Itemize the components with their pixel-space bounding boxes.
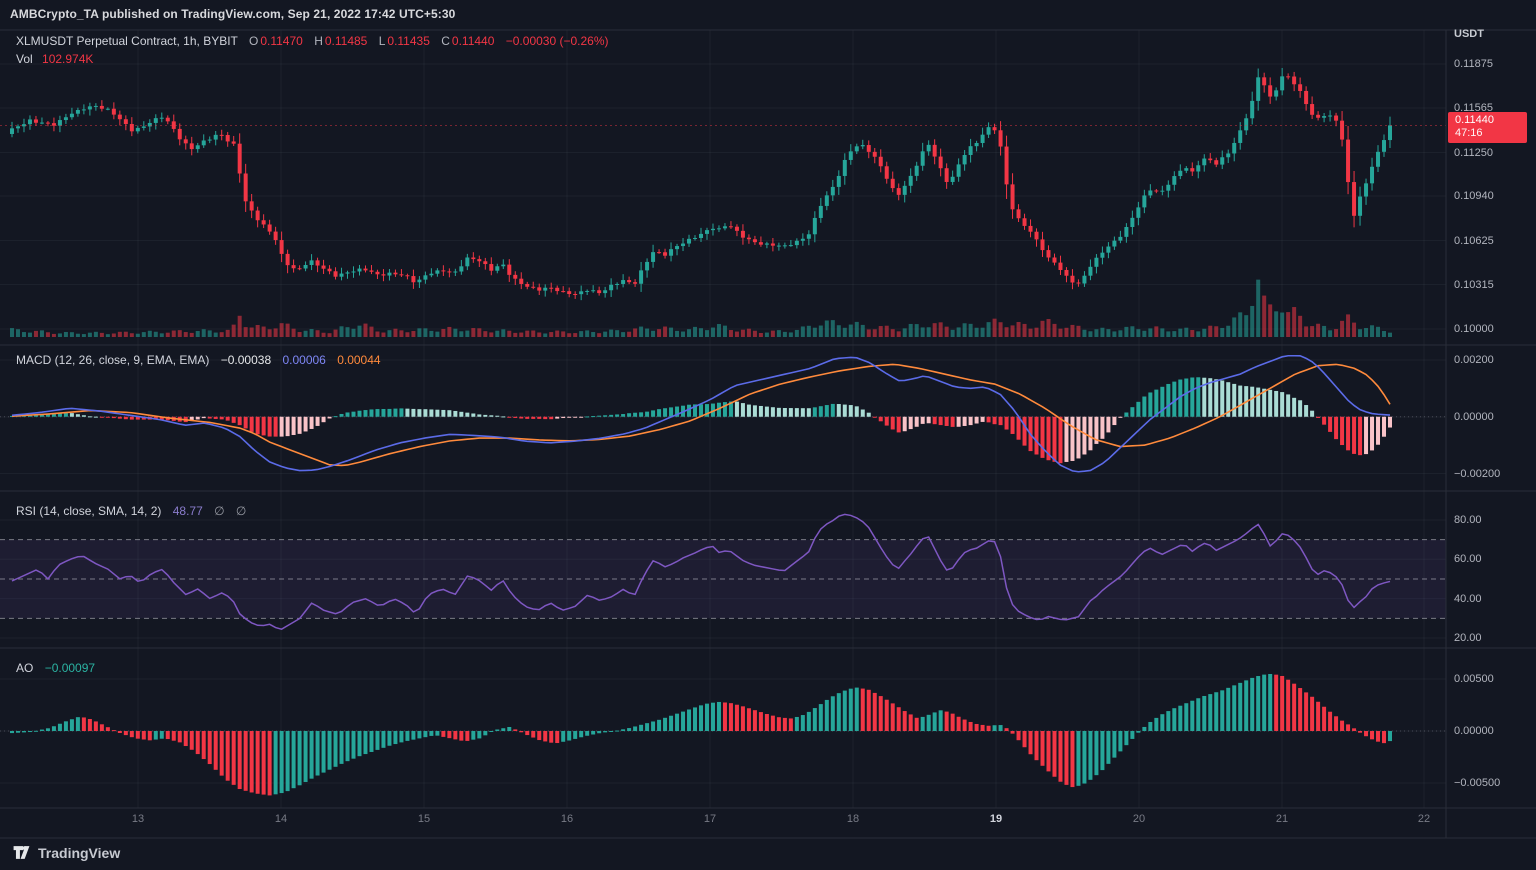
rsi-value: 48.77	[172, 504, 203, 518]
axis-tick-label: 0.00500	[1454, 673, 1494, 685]
time-tick-label: 21	[1275, 813, 1289, 825]
candles	[10, 67, 1392, 301]
axis-tick-label: 0.10315	[1454, 278, 1494, 291]
change-value: −0.00030 (−0.26%)	[505, 34, 609, 48]
low-value: 0.11435	[387, 34, 430, 48]
publication-text: AMBCrypto_TA published on TradingView.co…	[10, 7, 456, 21]
axis-tick-label: 80.00	[1454, 514, 1482, 526]
open-label: O	[249, 34, 259, 48]
time-tick-label: 14	[274, 813, 288, 825]
last-price-badge: 0.11440 47:16	[1448, 112, 1527, 143]
macd-line-value: 0.00006	[282, 353, 326, 367]
ao-histogram	[10, 673, 1392, 796]
macd-signal-value: 0.00044	[337, 353, 381, 367]
macd-histogram	[10, 377, 1392, 464]
grid	[0, 30, 1446, 808]
macd-hist-value: −0.00038	[220, 353, 272, 367]
time-tick-label: 17	[703, 813, 717, 825]
axis-tick-label: 0.10940	[1454, 190, 1494, 202]
close-value: 0.11440	[451, 34, 495, 48]
axis-tick-label: 0.00200	[1454, 354, 1494, 366]
low-label: L	[378, 34, 386, 48]
macd-signal-line	[11, 363, 1391, 467]
time-tick-label: 20	[1132, 813, 1146, 825]
axis-tick-label: 0.11565	[1454, 102, 1493, 114]
symbol-title: XLMUSDT Perpetual Contract, 1h, BYBIT	[16, 34, 238, 48]
axis-tick-label: 0.00000	[1454, 411, 1494, 423]
tradingview-brand-text: TradingView	[38, 844, 121, 861]
axis-tick-label: 0.00000	[1454, 725, 1494, 737]
ao-value: −0.00097	[44, 661, 96, 675]
time-tick-label: 15	[417, 813, 431, 825]
axis-tick-label: 20.00	[1454, 632, 1482, 644]
ao-title: AO	[16, 661, 34, 675]
axis-tick-label: −0.00500	[1454, 777, 1501, 789]
axis-currency-label: USDT	[1454, 28, 1484, 40]
volume-bars	[10, 279, 1392, 337]
high-label: H	[314, 34, 323, 48]
volume-value: 102.974K	[42, 52, 94, 66]
tradingview-logo-icon	[13, 846, 30, 859]
volume-legend[interactable]: Vol 102.974K	[16, 52, 93, 66]
time-tick-label: 16	[560, 813, 574, 825]
high-value: 0.11485	[324, 34, 368, 48]
macd-legend[interactable]: MACD (12, 26, close, 9, EMA, EMA) −0.000…	[16, 353, 381, 367]
time-tick-label: 18	[846, 813, 860, 825]
axis-tick-label: −0.00200	[1454, 467, 1501, 480]
rsi-title: RSI (14, close, SMA, 14, 2)	[16, 504, 162, 518]
time-tick-label: 13	[131, 813, 145, 825]
axis-tick-label: 0.11875	[1454, 58, 1493, 70]
ao-legend[interactable]: AO −0.00097	[16, 661, 95, 675]
axis-tick-label: 60.00	[1454, 553, 1482, 566]
rsi-line	[11, 513, 1391, 630]
time-tick-label: 19	[989, 813, 1003, 825]
macd-line	[11, 354, 1391, 473]
axis-tick-label: 40.00	[1454, 592, 1482, 605]
publication-header: AMBCrypto_TA published on TradingView.co…	[10, 7, 455, 21]
macd-title: MACD (12, 26, close, 9, EMA, EMA)	[16, 353, 210, 367]
last-price-value: 0.11440	[1455, 114, 1494, 126]
footer-branding[interactable]: TradingView	[12, 843, 120, 862]
close-label: C	[441, 34, 450, 48]
axis-tick-label: 0.10625	[1454, 234, 1494, 247]
axis-tick-label: 0.10000	[1454, 323, 1494, 335]
volume-label: Vol	[16, 52, 33, 66]
time-tick-label: 22	[1417, 813, 1431, 825]
rsi-hidden-values: ∅ ∅	[214, 504, 251, 518]
bar-countdown: 47:16	[1455, 127, 1483, 139]
rsi-legend[interactable]: RSI (14, close, SMA, 14, 2) 48.77 ∅ ∅	[16, 504, 250, 518]
axis-tick-label: 0.11250	[1454, 146, 1493, 159]
open-value: 0.11470	[260, 34, 303, 48]
